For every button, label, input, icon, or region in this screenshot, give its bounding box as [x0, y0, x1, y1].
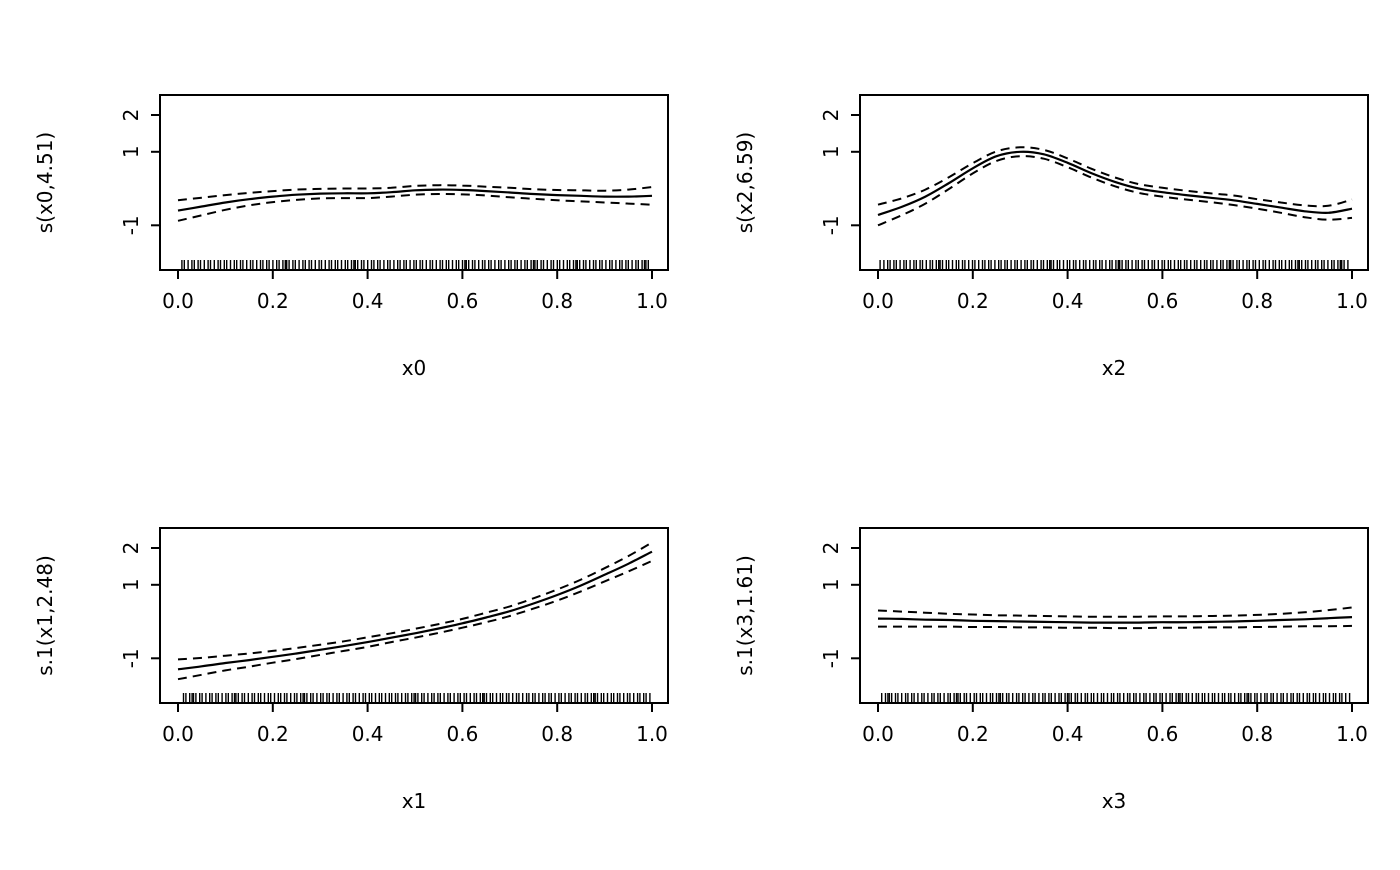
y-tick-label: 1 [119, 145, 143, 158]
x-axis-title: x3 [1102, 789, 1127, 813]
y-tick-label: -1 [819, 215, 843, 235]
plot-x3: 0.0 0.2 0.4 0.6 0.8 1.0 -1 1 2 x3 s.1(x3,1.61) [733, 527, 1369, 813]
y-tick-label: 2 [119, 542, 143, 555]
plot-box [159, 527, 669, 704]
upper-ci-line [177, 184, 653, 202]
fit-line [877, 150, 1353, 217]
x-tick-label: 0.6 [446, 289, 478, 313]
y-tick-label: 2 [119, 109, 143, 122]
y-tick-label: 2 [819, 542, 843, 555]
panel-s1-x3: 0.0 0.2 0.4 0.6 0.8 1.0 -1 1 2 x3 s.1(x3,1.61) [700, 433, 1400, 866]
x-tick-label: 0.6 [446, 722, 478, 746]
fit-line [177, 188, 653, 212]
rug-marks [879, 260, 1349, 270]
plot-box [859, 527, 1369, 704]
y-axis-title: s(x0,4.51) [33, 132, 57, 233]
x-axis-title: x1 [402, 789, 427, 813]
plot-x0: 0.0 0.2 0.4 0.6 0.8 1.0 -1 1 2 x0 s(x0,4.51) [33, 94, 669, 380]
x-tick-label: 1.0 [1336, 289, 1368, 313]
x-tick-label: 0.8 [541, 289, 573, 313]
panel-s-x2: 0.0 0.2 0.4 0.6 0.8 1.0 -1 1 2 x2 s(x2,6.59) [700, 0, 1400, 433]
x-tick-label: 0.0 [162, 289, 194, 313]
x-tick-label: 0.0 [162, 722, 194, 746]
lower-ci-line [878, 624, 1353, 630]
y-tick-label: -1 [119, 215, 143, 235]
x-tick-label: 0.4 [352, 289, 384, 313]
x-tick-label: 0.6 [1146, 722, 1178, 746]
x-tick-label: 0.4 [1052, 289, 1084, 313]
y-tick-label: 1 [819, 578, 843, 591]
y-tick-label: -1 [119, 648, 143, 668]
x-tick-label: 0.2 [957, 722, 989, 746]
y-axis-title: s.1(x1,2.48) [33, 555, 57, 676]
upper-ci-line [877, 606, 1353, 618]
plot-box [159, 94, 669, 271]
plot-x2: 0.0 0.2 0.4 0.6 0.8 1.0 -1 1 2 x2 s(x2,6.59) [733, 94, 1369, 380]
rug-marks [880, 693, 1351, 703]
upper-ci-line [177, 541, 653, 661]
x-tick-label: 0.4 [352, 722, 384, 746]
x-tick-label: 1.0 [636, 722, 668, 746]
x-tick-label: 0.2 [257, 722, 289, 746]
plot-box [859, 94, 1369, 271]
x-tick-label: 0.4 [1052, 722, 1084, 746]
y-tick-label: 1 [819, 145, 843, 158]
rug-marks [182, 693, 651, 703]
x-tick-label: 1.0 [636, 289, 668, 313]
lower-ci-line [177, 192, 653, 222]
y-axis-title: s.1(x3,1.61) [733, 555, 757, 676]
x-tick-label: 0.2 [957, 289, 989, 313]
x-tick-label: 0.2 [257, 289, 289, 313]
upper-ci-line [877, 146, 1353, 208]
lower-ci-line [877, 155, 1353, 227]
x-tick-label: 0.8 [1241, 289, 1273, 313]
fit-line [877, 616, 1353, 624]
lower-ci-line [177, 559, 653, 681]
rug-marks [181, 260, 649, 270]
plot-x1: 0.0 0.2 0.4 0.6 0.8 1.0 -1 1 2 x1 s.1(x1,2.48) [33, 527, 669, 813]
x-axis-title: x2 [1102, 356, 1127, 380]
x-tick-label: 0.0 [862, 289, 894, 313]
x-tick-label: 0.8 [541, 722, 573, 746]
fit-line [177, 550, 653, 671]
x-axis-title: x0 [402, 356, 427, 380]
x-tick-label: 0.8 [1241, 722, 1273, 746]
panel-s1-x1: 0.0 0.2 0.4 0.6 0.8 1.0 -1 1 2 x1 s.1(x1,2.48) [0, 433, 700, 866]
y-tick-label: 1 [119, 578, 143, 591]
y-tick-label: -1 [819, 648, 843, 668]
x-tick-label: 0.6 [1146, 289, 1178, 313]
x-tick-label: 0.0 [862, 722, 894, 746]
y-tick-label: 2 [819, 109, 843, 122]
x-tick-label: 1.0 [1336, 722, 1368, 746]
panel-s-x0: 0.0 0.2 0.4 0.6 0.8 1.0 -1 1 2 x0 s(x0,4.51) [0, 0, 700, 433]
y-axis-title: s(x2,6.59) [733, 132, 757, 233]
